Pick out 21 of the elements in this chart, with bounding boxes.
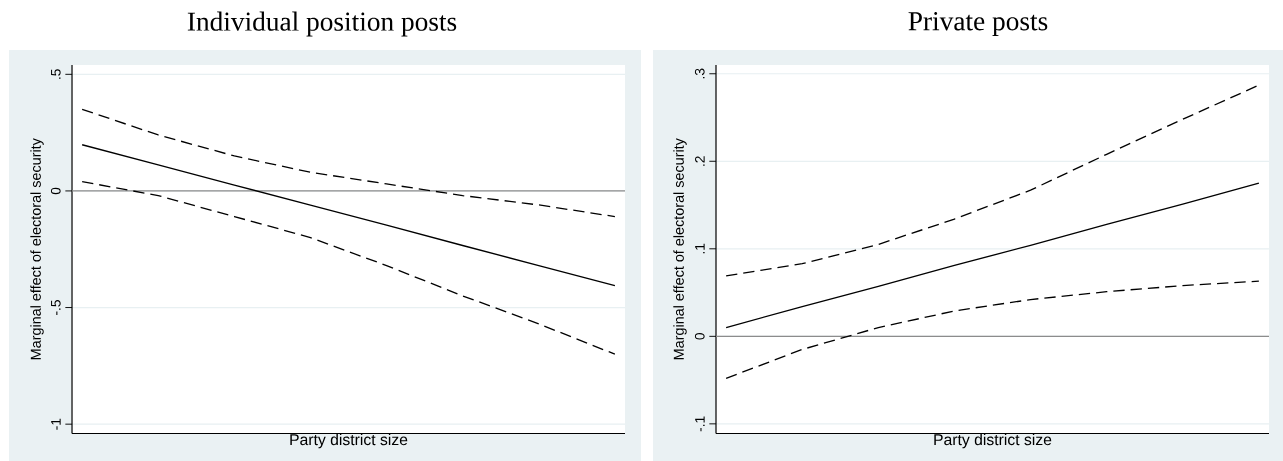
- chart-title: Private posts: [908, 12, 1048, 36]
- chart-title: Individual position posts: [187, 11, 457, 37]
- line-series: [725, 280, 1260, 380]
- y-axis-title: Marginal effect of electoral security: [30, 138, 44, 360]
- x-axis-title: Party district size: [290, 433, 408, 449]
- line-series: [81, 144, 616, 287]
- x-axis-title: Party district size: [934, 433, 1052, 449]
- line-series: [725, 84, 1260, 277]
- y-tick-label: .5: [51, 69, 61, 79]
- y-tick-label: -1: [51, 418, 61, 430]
- y-tick-label: 0: [50, 187, 61, 195]
- line-series: [81, 108, 616, 218]
- line-series: [725, 182, 1260, 329]
- y-tick-label: -.1: [695, 416, 705, 432]
- y-tick-label: 0: [694, 333, 705, 340]
- y-tick-label: -.5: [51, 300, 61, 315]
- line-series: [81, 180, 616, 355]
- y-tick-label: .3: [694, 68, 705, 79]
- y-tick-label: .1: [695, 243, 705, 254]
- y-axis-title: Marginal effect of electoral security: [673, 138, 687, 360]
- y-tick-label: .2: [695, 156, 705, 166]
